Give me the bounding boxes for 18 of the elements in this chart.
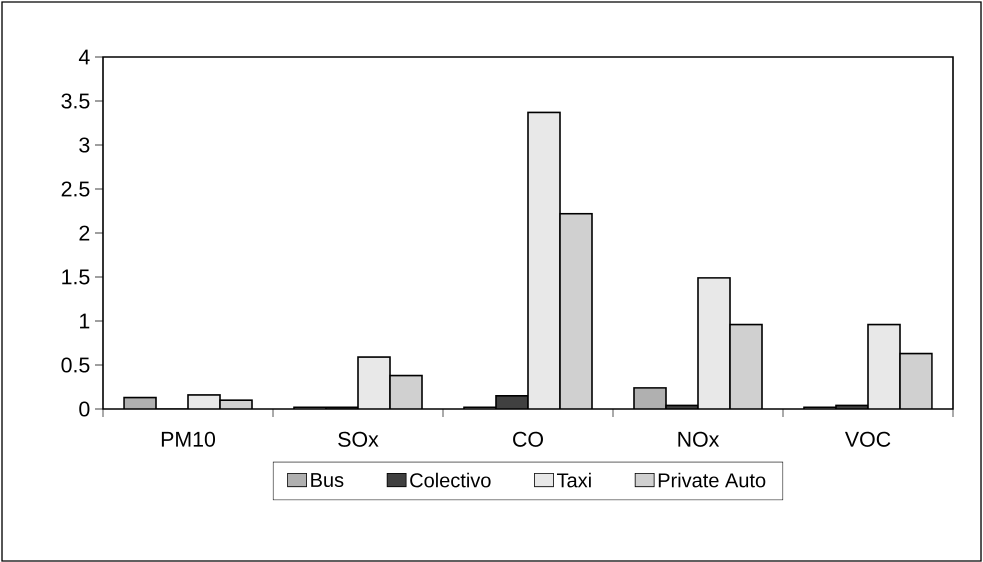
y-tick-label: 4 — [78, 50, 90, 64]
y-tick-label: 1.5 — [62, 270, 90, 284]
legend-label: Colectivo — [410, 472, 491, 488]
legend-label: Bus — [311, 473, 344, 488]
y-tick-label: 3 — [79, 137, 90, 153]
x-tick-label: CO — [513, 432, 543, 447]
y-tick-label: 2 — [79, 226, 90, 240]
x-tick-label: VOC — [844, 432, 890, 447]
legend-label: Taxi — [556, 472, 591, 488]
y-tick-label: 2.5 — [62, 181, 90, 197]
y-tick-label: 0.5 — [61, 357, 90, 373]
y-tick-label: 3.5 — [61, 93, 90, 109]
legend-label: Private Auto — [658, 472, 766, 488]
y-tick-label: 1 — [80, 314, 90, 328]
x-tick-label: PM10 — [162, 432, 216, 447]
x-tick-label: NOx — [678, 432, 720, 447]
x-tick-label: SOx — [338, 432, 379, 447]
y-tick-label: 0 — [79, 401, 90, 417]
